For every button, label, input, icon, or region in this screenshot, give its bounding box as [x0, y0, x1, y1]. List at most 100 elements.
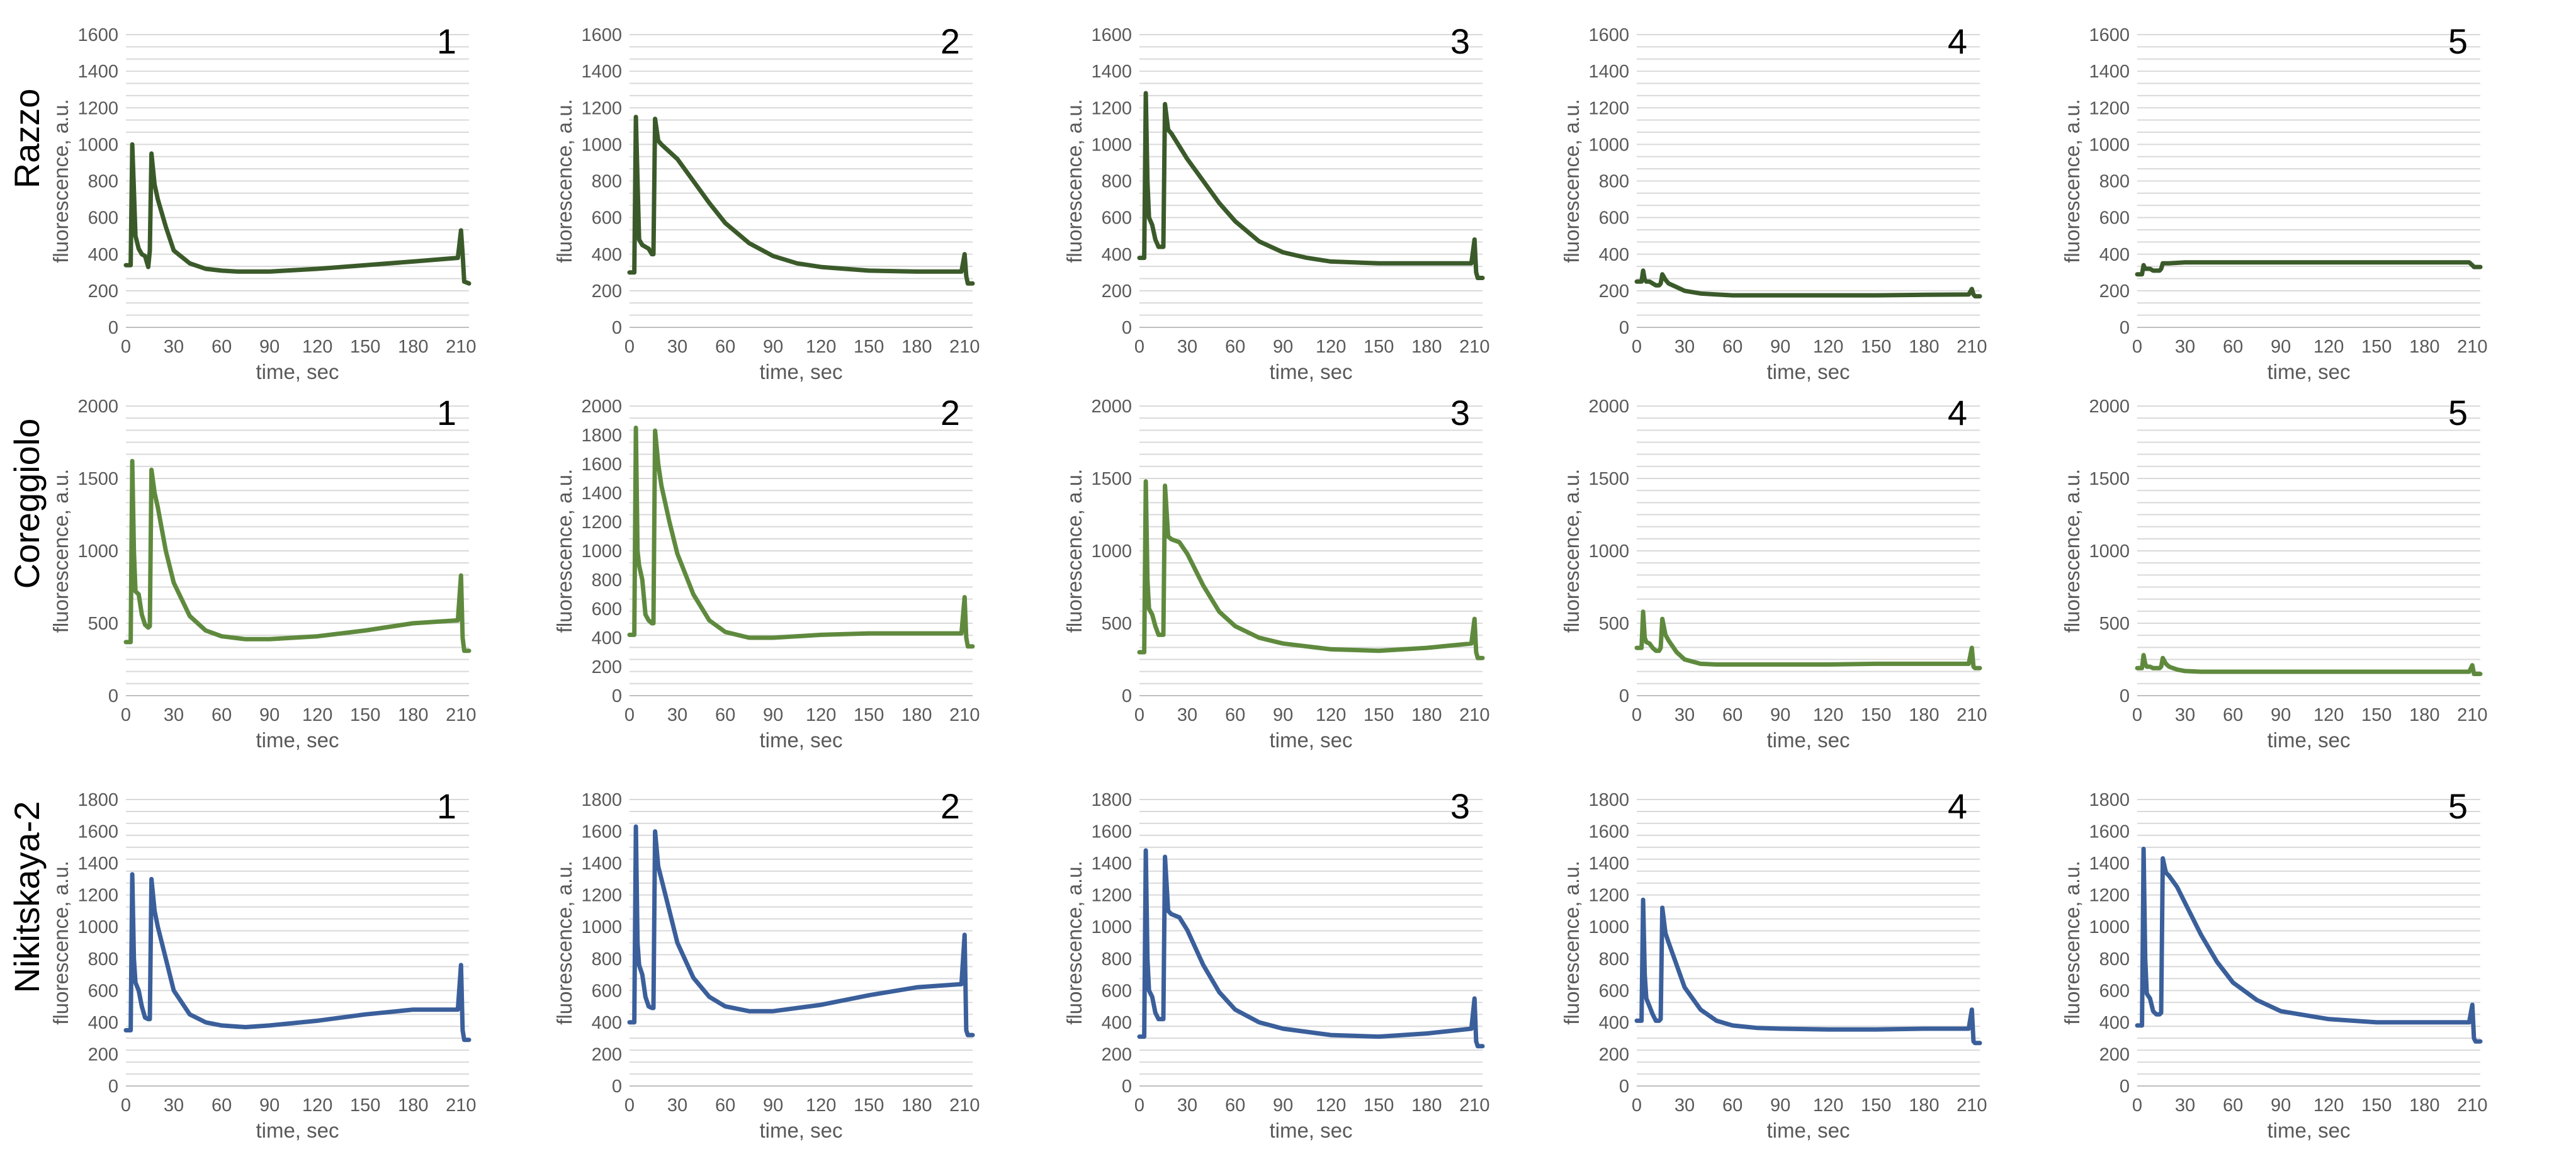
y-tick-label: 1800: [1588, 790, 1629, 810]
y-tick-label: 1000: [581, 917, 622, 937]
y-tick-label: 1200: [1091, 98, 1132, 118]
x-tick-label: 150: [854, 337, 884, 357]
x-tick-label: 0: [1632, 1095, 1642, 1116]
y-tick-label: 1000: [2089, 541, 2130, 562]
x-tick-label: 150: [1861, 337, 1891, 357]
x-tick-label: 150: [1364, 1095, 1394, 1116]
x-axis-title: time, sec: [256, 1119, 339, 1142]
x-tick-label: 180: [1909, 337, 1939, 357]
x-axis-title: time, sec: [759, 360, 842, 383]
x-tick-label: 180: [1411, 1095, 1442, 1116]
x-tick-label: 90: [259, 1095, 280, 1116]
row-label-razzo: Razzo: [7, 89, 47, 189]
y-tick-label: 600: [592, 599, 622, 619]
x-axis-title: time, sec: [256, 360, 339, 383]
chart-coreggiolo-1: 0 500 1000 1500 2000 0 30 60 90 120 150 180 210 time,…: [49, 393, 477, 752]
y-axis-title: fluorescence, a.u.: [49, 99, 72, 263]
y-tick-label: 200: [88, 1044, 118, 1065]
panel-number: 5: [2448, 393, 2468, 433]
x-tick-label: 0: [121, 1095, 131, 1116]
x-tick-label: 30: [2175, 337, 2195, 357]
x-tick-label: 180: [2409, 337, 2439, 357]
panel-number: 2: [941, 393, 960, 433]
y-axis-title: fluorescence, a.u.: [1063, 99, 1086, 263]
x-tick-label: 210: [949, 1095, 980, 1116]
x-tick-label: 60: [2223, 337, 2243, 357]
series-line: [1634, 897, 1982, 1046]
y-tick-label: 1200: [77, 886, 118, 906]
y-tick-label: 2000: [77, 397, 118, 417]
x-tick-label: 150: [2361, 1095, 2392, 1116]
y-tick-label: 1600: [1588, 25, 1629, 45]
x-tick-label: 0: [121, 337, 131, 357]
y-tick-label: 1500: [2089, 469, 2130, 489]
x-tick-label: 210: [1957, 1095, 1987, 1116]
y-tick-label: 600: [2099, 981, 2130, 1001]
y-tick-label: 200: [88, 281, 118, 302]
y-tick-label: 1200: [1091, 886, 1132, 906]
x-tick-label: 210: [949, 337, 980, 357]
series-line: [627, 426, 975, 649]
y-tick-label: 1000: [77, 917, 118, 937]
y-tick-label: 2000: [581, 397, 622, 417]
x-tick-label: 180: [1909, 1095, 1939, 1116]
x-tick-label: 150: [2361, 337, 2392, 357]
y-tick-label: 800: [592, 570, 622, 591]
x-tick-label: 30: [164, 337, 184, 357]
x-tick-label: 150: [350, 337, 380, 357]
x-tick-label: 90: [1770, 337, 1790, 357]
x-tick-label: 60: [212, 1095, 232, 1116]
x-tick-label: 30: [667, 1095, 687, 1116]
y-tick-label: 800: [1102, 949, 1132, 970]
x-tick-label: 90: [259, 337, 280, 357]
x-tick-label: 0: [624, 1095, 635, 1116]
y-tick-label: 1000: [1588, 917, 1629, 937]
x-tick-label: 120: [1813, 1095, 1843, 1116]
y-tick-label: 2000: [2089, 397, 2130, 417]
x-tick-label: 30: [1177, 705, 1197, 725]
y-tick-label: 0: [612, 318, 622, 338]
y-tick-label: 500: [1599, 614, 1629, 634]
x-tick-label: 180: [2409, 705, 2439, 725]
x-tick-label: 120: [1316, 337, 1346, 357]
series-line: [2135, 653, 2483, 676]
series-line: [1137, 848, 1485, 1049]
y-tick-label: 0: [108, 1077, 118, 1097]
y-axis-title: fluorescence, a.u.: [1063, 469, 1086, 633]
x-tick-label: 90: [1273, 1095, 1293, 1116]
x-tick-label: 30: [164, 1095, 184, 1116]
y-tick-label: 0: [612, 686, 622, 706]
x-tick-label: 120: [806, 1095, 836, 1116]
y-tick-label: 400: [1599, 1013, 1629, 1033]
x-axis-title: time, sec: [2267, 728, 2350, 752]
panel-number: 3: [1450, 21, 1470, 61]
chart-nikitskaya-2-5: 0 200 400 600 800 1000 1200 1400 1600 1800 0 30 60 90…: [2060, 786, 2488, 1142]
panel-number: 1: [437, 21, 456, 61]
y-tick-label: 0: [108, 686, 118, 706]
y-tick-label: 1600: [77, 822, 118, 842]
chart-nikitskaya-2-1: 0 200 400 600 800 1000 1200 1400 1600 1800 0 30 60 90…: [49, 786, 477, 1142]
y-tick-label: 1600: [1091, 25, 1132, 45]
x-tick-label: 60: [212, 337, 232, 357]
y-tick-label: 400: [592, 1013, 622, 1033]
y-tick-label: 500: [88, 614, 118, 634]
chart-nikitskaya-2-4: 0 200 400 600 800 1000 1200 1400 1600 1800 0 30 60 90…: [1560, 786, 1987, 1142]
y-tick-label: 400: [2099, 245, 2130, 265]
x-axis-title: time, sec: [1766, 360, 1850, 383]
y-tick-label: 1800: [77, 790, 118, 810]
x-axis-title: time, sec: [1269, 728, 1352, 752]
y-tick-label: 200: [592, 657, 622, 677]
x-tick-label: 90: [2271, 337, 2291, 357]
y-tick-label: 0: [1122, 318, 1132, 338]
x-tick-label: 30: [1177, 1095, 1197, 1116]
x-tick-label: 60: [1225, 337, 1245, 357]
y-tick-label: 0: [2120, 1077, 2130, 1097]
y-tick-label: 1600: [581, 25, 622, 45]
y-tick-label: 400: [88, 1013, 118, 1033]
x-tick-label: 90: [763, 337, 783, 357]
x-tick-label: 0: [1134, 705, 1144, 725]
x-axis-title: time, sec: [759, 1119, 842, 1142]
chart-razzo-5: 0 200 400 600 800 1000 1200 1400 1600 0 30 60 90 120 1…: [2060, 21, 2488, 383]
y-tick-label: 1000: [581, 541, 622, 562]
y-tick-label: 400: [2099, 1013, 2130, 1033]
